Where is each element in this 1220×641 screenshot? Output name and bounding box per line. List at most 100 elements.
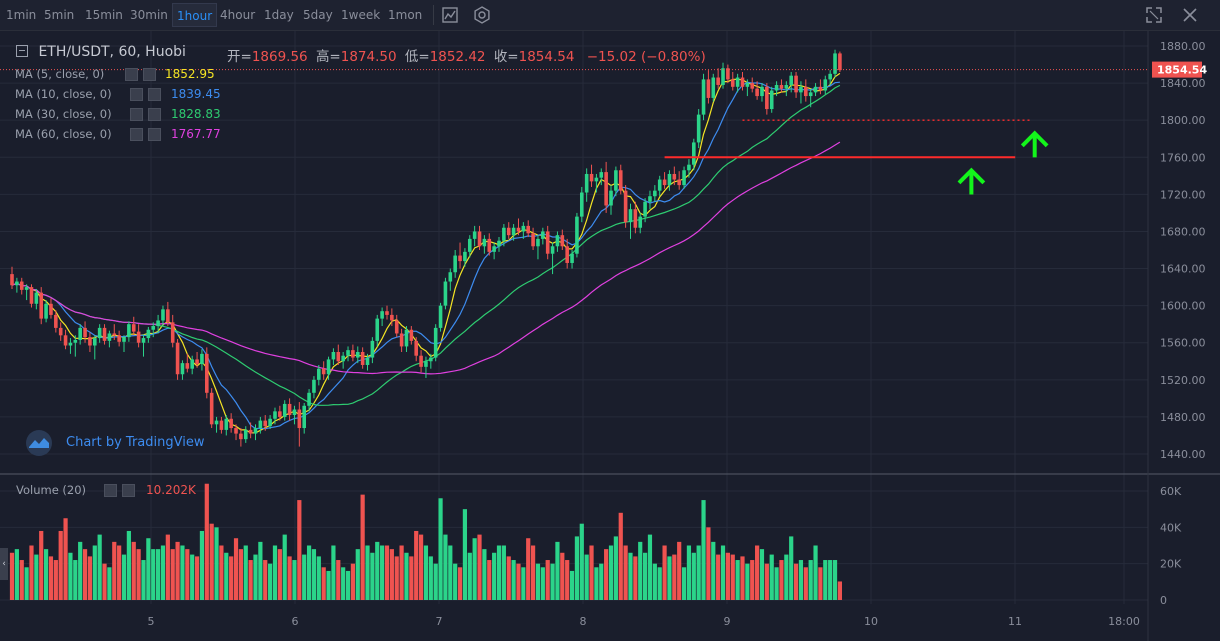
timeframe-1mon[interactable]: 1mon [388, 8, 423, 22]
timeframe-4hour[interactable]: 4hour [220, 8, 256, 22]
volume-settings-icon[interactable] [104, 484, 117, 497]
candle-body [317, 368, 321, 380]
collapse-legend-icon[interactable] [16, 45, 28, 57]
timeframe-1week[interactable]: 1week [341, 8, 381, 22]
indicator-icon[interactable] [439, 4, 461, 26]
timeframe-5day[interactable]: 5day [303, 8, 333, 22]
volume-bar [224, 552, 229, 600]
candle-body [170, 322, 175, 343]
timeframe-5min[interactable]: 5min [44, 8, 75, 22]
timeframe-1min[interactable]: 1min [6, 8, 37, 22]
settings-gear-icon[interactable] [471, 4, 493, 26]
volume-bar [292, 560, 297, 600]
candle-body [638, 216, 643, 228]
candle-body [268, 418, 272, 427]
ma10-settings-icon[interactable] [130, 88, 143, 101]
candle-body [429, 357, 433, 362]
candle-body [375, 318, 380, 341]
candle-body [492, 246, 496, 252]
ma10-remove-icon[interactable] [148, 88, 161, 101]
volume-bar [662, 545, 667, 600]
volume-bar [175, 541, 180, 600]
volume-bar [828, 560, 833, 600]
price-chart[interactable]: 1440.00 1480.00 1520.00 1560.00 1600.00 1640.… [0, 31, 1220, 641]
candle-body [88, 337, 92, 346]
timeframe-1hour[interactable]: 1hour [172, 3, 218, 27]
timeframe-1day[interactable]: 1day [264, 8, 294, 22]
candle-body [482, 238, 487, 247]
volume-bar [784, 554, 789, 600]
ma30-remove-icon[interactable] [148, 108, 161, 121]
volume-bar [521, 567, 526, 600]
candle-body [789, 75, 793, 85]
time-tick-label: 6 [292, 615, 299, 628]
annotation-layer [0, 69, 1148, 195]
candle-body [263, 420, 268, 427]
candle-body [131, 324, 136, 332]
candle-body [794, 75, 798, 93]
close-icon[interactable] [1179, 4, 1201, 26]
candle-body [273, 411, 277, 419]
candle-body [97, 327, 102, 339]
candle-body [63, 335, 68, 346]
volume-bar [672, 554, 677, 600]
volume-bar [711, 541, 716, 600]
volume-bar [414, 530, 419, 600]
volume-bar [39, 530, 44, 600]
volume-bar [24, 567, 29, 600]
last-price-badge [1152, 61, 1202, 78]
volume-bar [306, 545, 312, 600]
candle-body [146, 329, 151, 339]
candle-body [321, 368, 326, 375]
candle-body [200, 353, 204, 365]
volume-bar [170, 549, 175, 600]
price-tick-label: 1800.00 [1160, 114, 1206, 127]
ma60-settings-icon[interactable] [130, 128, 143, 141]
volume-bar [599, 563, 604, 600]
ma30-settings-icon[interactable] [130, 108, 143, 121]
candle-body [292, 409, 297, 416]
volume-remove-icon[interactable] [122, 484, 135, 497]
volume-bar [428, 556, 433, 600]
volume-bar [769, 554, 774, 600]
ma30-legend: MA (30, close, 0) 1828.83 [15, 107, 221, 121]
scroll-left-handle[interactable]: ‹ [0, 548, 8, 580]
volume-bar [82, 549, 88, 600]
volume-tick-label: 40K [1160, 521, 1182, 534]
candle-body [195, 359, 199, 365]
volume-bar [686, 545, 692, 600]
timeframe-30min[interactable]: 30min [130, 8, 168, 22]
volume-bar [448, 545, 453, 600]
candle-body [419, 355, 423, 367]
candle-body [594, 177, 599, 182]
candle-body [657, 179, 662, 191]
volume-bar [696, 545, 701, 600]
volume-bar [681, 567, 687, 600]
candle-body [127, 324, 131, 338]
timeframe-toolbar: 1min 5min 15min 30min 1hour 4hour 1day 5… [0, 0, 1220, 31]
volume-bar [365, 545, 370, 600]
volume-bar [492, 552, 497, 600]
volume-bar [117, 545, 122, 600]
ma5-remove-icon[interactable] [143, 68, 156, 81]
candle-body [15, 281, 19, 286]
fullscreen-icon[interactable] [1143, 4, 1165, 26]
candle-body [185, 363, 190, 369]
volume-bar [121, 554, 127, 600]
ma5-settings-icon[interactable] [125, 68, 138, 81]
candle-body [779, 84, 784, 89]
timeframe-15min[interactable]: 15min [85, 8, 123, 22]
candle-body [205, 353, 209, 393]
volume-bar [190, 554, 195, 600]
volume-bar [214, 527, 219, 600]
ma60-remove-icon[interactable] [148, 128, 161, 141]
volume-bar [409, 556, 414, 600]
candle-body [570, 253, 574, 263]
volume-bar [68, 552, 73, 600]
candle-body [44, 303, 48, 319]
candle-body [443, 281, 448, 306]
volume-bar [331, 545, 336, 600]
candle-body [604, 172, 608, 206]
candle-body [331, 352, 336, 360]
candle-body [726, 68, 730, 80]
